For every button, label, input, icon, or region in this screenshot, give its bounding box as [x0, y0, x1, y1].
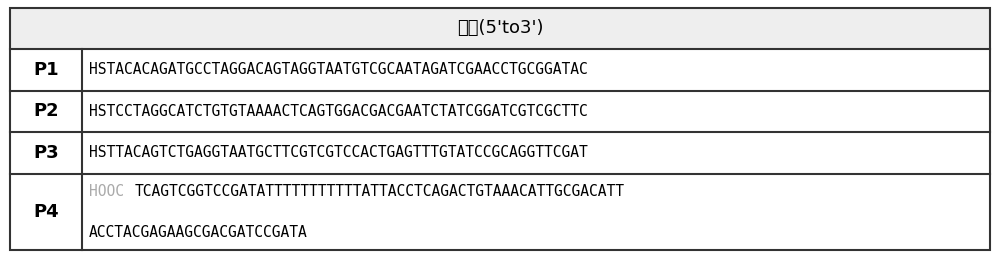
Bar [10, 8, 990, 49]
Text: HSTCCTAGGCATCTGTGTAAAACTCAGTGGACGACGAATCTATCGGATCGTCGCTTC: HSTCCTAGGCATCTGTGTAAAACTCAGTGGACGACGAATC… [89, 104, 588, 119]
Text: P2: P2 [33, 102, 59, 120]
Text: P4: P4 [33, 203, 59, 221]
Text: TCAGTCGGTCCGATATTTTTTTTTTTATTACCTCAGACTGTAAACATTGCGACATT: TCAGTCGGTCCGATATTTTTTTTTTTATTACCTCAGACTG… [134, 184, 624, 199]
Text: HOOC: HOOC [89, 184, 124, 199]
Bar [10, 49, 990, 250]
Text: HSTACACAGATGCCTAGGACAGTAGGTAATGTCGCAATAGATCGAACCTGCGGATAC: HSTACACAGATGCCTAGGACAGTAGGTAATGTCGCAATAG… [89, 62, 588, 77]
Text: P3: P3 [33, 144, 59, 162]
Text: 序列(5'to3'): 序列(5'to3') [457, 19, 543, 37]
Text: ACCTACGAGAAGCGACGATCCGATA: ACCTACGAGAAGCGACGATCCGATA [89, 225, 308, 240]
Text: HSTTACAGTCTGAGGTAATGCTTCGTCGTCCACTGAGTTTGTATCCGCAGGTTCGAT: HSTTACAGTCTGAGGTAATGCTTCGTCGTCCACTGAGTTT… [89, 145, 588, 160]
Text: P1: P1 [33, 61, 59, 79]
